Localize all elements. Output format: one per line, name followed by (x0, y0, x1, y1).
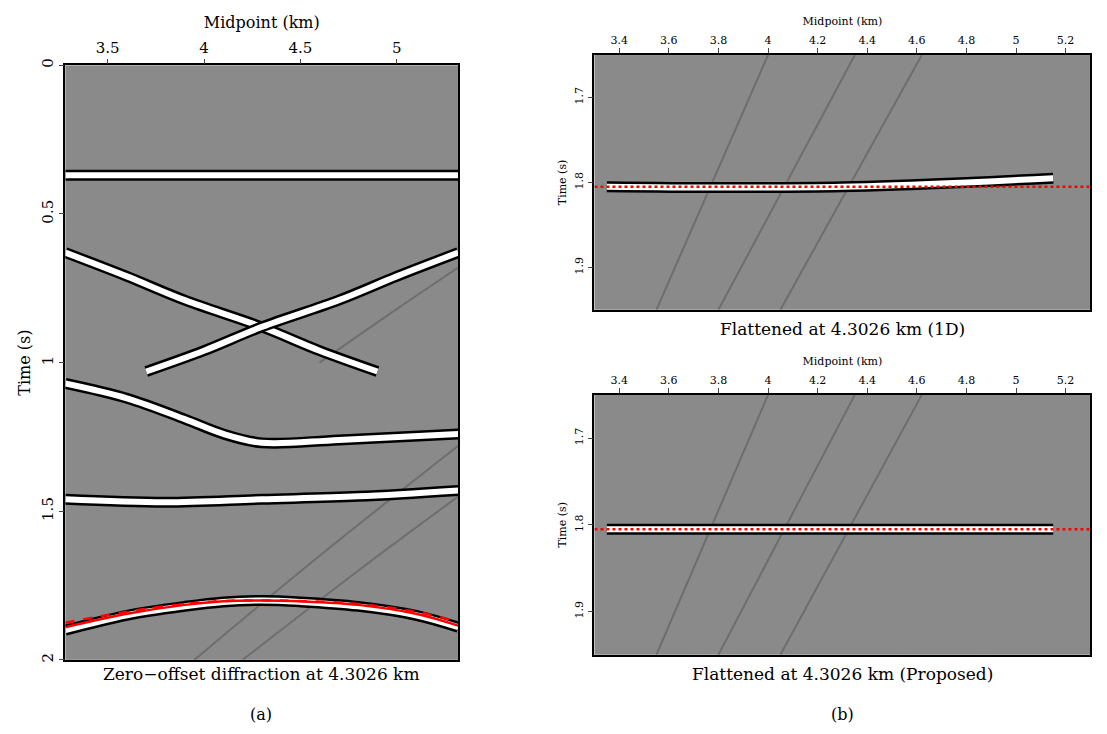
svg-text:4: 4 (199, 39, 209, 57)
svg-text:3.6: 3.6 (660, 34, 678, 47)
svg-text:5.2: 5.2 (1057, 34, 1075, 47)
svg-text:3.5: 3.5 (96, 39, 120, 57)
svg-text:4.2: 4.2 (809, 374, 827, 387)
svg-text:Flattened at 4.3026 km (Propos: Flattened at 4.3026 km (Proposed) (692, 664, 993, 684)
svg-text:Zero−offset diffraction at 4.3: Zero−offset diffraction at 4.3026 km (103, 664, 420, 684)
svg-text:Midpoint (km): Midpoint (km) (803, 15, 883, 28)
svg-text:5: 5 (392, 39, 402, 57)
svg-text:Time (s): Time (s) (556, 502, 569, 548)
svg-text:0.5: 0.5 (39, 200, 57, 224)
svg-text:4.4: 4.4 (858, 34, 876, 47)
svg-text:1.7: 1.7 (573, 428, 586, 446)
svg-text:(b): (b) (831, 705, 854, 724)
svg-text:0: 0 (39, 58, 57, 68)
svg-text:1.8: 1.8 (573, 514, 586, 532)
svg-text:Time (s): Time (s) (15, 329, 34, 395)
svg-text:Flattened at 4.3026 km (1D): Flattened at 4.3026 km (1D) (720, 319, 965, 339)
svg-text:1.8: 1.8 (573, 172, 586, 190)
svg-text:4.8: 4.8 (958, 374, 976, 387)
svg-text:3.8: 3.8 (710, 374, 728, 387)
svg-text:5: 5 (1013, 374, 1020, 387)
svg-text:1.9: 1.9 (573, 601, 586, 619)
svg-text:(a): (a) (250, 705, 272, 724)
svg-text:Midpoint (km): Midpoint (km) (204, 13, 320, 32)
svg-text:4.6: 4.6 (908, 34, 926, 47)
svg-text:2: 2 (39, 653, 57, 663)
svg-text:4.5: 4.5 (288, 39, 312, 57)
svg-text:4.4: 4.4 (858, 374, 876, 387)
svg-text:1.9: 1.9 (573, 257, 586, 275)
svg-text:4.2: 4.2 (809, 34, 827, 47)
svg-text:3.8: 3.8 (710, 34, 728, 47)
svg-text:4.6: 4.6 (908, 374, 926, 387)
svg-text:1: 1 (39, 356, 57, 366)
svg-text:4.8: 4.8 (958, 34, 976, 47)
svg-text:4: 4 (765, 34, 772, 47)
svg-text:Midpoint (km): Midpoint (km) (803, 355, 883, 368)
svg-text:5: 5 (1013, 34, 1020, 47)
svg-text:3.4: 3.4 (611, 34, 629, 47)
svg-text:3.6: 3.6 (660, 374, 678, 387)
svg-text:1.5: 1.5 (39, 497, 57, 521)
svg-text:1.7: 1.7 (573, 87, 586, 105)
svg-text:4: 4 (765, 374, 772, 387)
svg-text:Time (s): Time (s) (556, 160, 569, 206)
svg-text:3.4: 3.4 (611, 374, 629, 387)
svg-text:5.2: 5.2 (1057, 374, 1075, 387)
